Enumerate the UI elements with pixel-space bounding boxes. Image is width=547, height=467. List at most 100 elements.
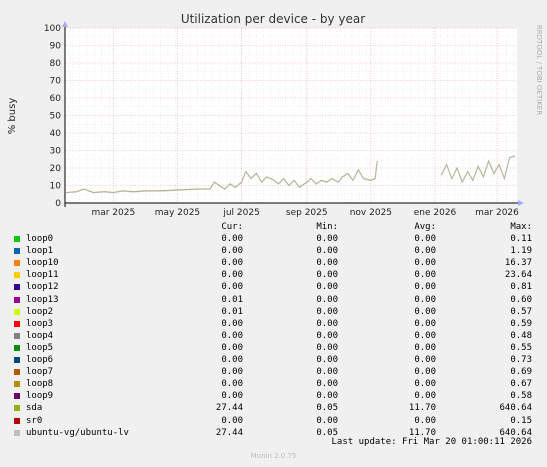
legend-min-value: 0.00 — [316, 342, 338, 353]
x-tick-label: mar 2026 — [475, 208, 519, 218]
x-axis-arrow — [518, 200, 524, 206]
legend-min-value: 0.00 — [316, 306, 338, 317]
series-lines — [66, 155, 516, 194]
legend-avg-value: 0.00 — [414, 306, 436, 317]
legend-min-value: 0.00 — [316, 355, 338, 366]
rrdtool-side-label: RRDTOOL / TOBI OETIKER — [535, 25, 543, 115]
legend-avg-value: 11.70 — [408, 427, 436, 438]
y-tick-label: 30 — [50, 147, 62, 157]
legend-device-name: loop5 — [26, 342, 54, 353]
legend-row: loop8 0.00 0.00 0.00 0.67 — [12, 378, 540, 390]
legend-max-value: 0.15 — [510, 415, 532, 426]
last-update: Last update: Fri Mar 20 01:00:11 2026 — [331, 437, 532, 447]
chart-svg: Utilization per device - by year % busy … — [7, 12, 543, 218]
legend-max-value: 0.67 — [510, 379, 532, 390]
legend-row: loop1 0.00 0.00 0.00 1.19 — [12, 245, 540, 257]
series-line-ubuntu-vg-ubuntu-lv — [66, 161, 378, 194]
legend-device-name: loop7 — [26, 367, 54, 378]
legend-device-name: loop1 — [26, 246, 54, 257]
x-tick-label: may 2025 — [155, 208, 200, 218]
legend-device-name: loop13 — [26, 294, 59, 305]
legend-max-value: 0.59 — [510, 318, 532, 329]
legend-cur-value: 0.01 — [221, 306, 243, 317]
legend-row: ubuntu-vg/ubuntu-lv 27.44 0.05 11.70 640.64 — [12, 427, 540, 439]
y-tick-label: 80 — [50, 59, 62, 69]
legend-avg-value: 0.00 — [414, 318, 436, 329]
legend-avg-value: 0.00 — [414, 330, 436, 341]
legend-header-max: Max: — [510, 222, 532, 232]
legend-avg-value: 0.00 — [414, 355, 436, 366]
y-tick-label: 50 — [50, 112, 62, 122]
legend-device-name: loop0 — [26, 234, 54, 245]
y-axis-label: % busy — [7, 98, 18, 135]
legend-avg-value: 0.00 — [414, 367, 436, 378]
legend-min-value: 0.00 — [316, 318, 338, 329]
legend-max-value: 0.11 — [510, 234, 532, 245]
legend-min-value: 0.00 — [316, 391, 338, 402]
legend-max-value: 640.64 — [499, 427, 532, 438]
legend-cur-value: 0.00 — [221, 234, 243, 245]
legend-swatch — [14, 320, 20, 327]
legend-max-value: 23.64 — [504, 270, 532, 281]
legend-cur-value: 0.00 — [221, 330, 243, 341]
legend-max-value: 0.60 — [510, 294, 532, 305]
legend-swatch — [14, 332, 20, 339]
legend-row: loop6 0.00 0.00 0.00 0.73 — [12, 354, 540, 366]
legend-swatch — [14, 357, 20, 364]
legend-header-avg: Avg: — [414, 222, 436, 232]
legend-swatch — [14, 260, 20, 267]
legend-device-name: loop3 — [26, 318, 54, 329]
legend-max-value: 0.58 — [510, 391, 532, 402]
legend-swatch — [14, 236, 20, 243]
legend-cur-value: 0.00 — [221, 270, 243, 281]
x-tick-label: nov 2025 — [350, 208, 392, 218]
legend-row: loop11 0.00 0.00 0.00 23.64 — [12, 269, 540, 281]
legend-device-name: loop4 — [26, 330, 54, 341]
legend-max-value: 1.19 — [510, 246, 532, 257]
legend-swatch — [14, 429, 20, 436]
legend-swatch — [14, 393, 20, 400]
legend-min-value: 0.00 — [316, 270, 338, 281]
y-tick-label: 40 — [50, 129, 62, 139]
y-tick-labels: 0 10 20 30 40 50 60 70 80 90 100 — [44, 24, 61, 209]
legend-avg-value: 0.00 — [414, 391, 436, 402]
legend-max-value: 0.69 — [510, 367, 532, 378]
legend-cur-value: 0.00 — [221, 391, 243, 402]
legend-cur-value: 0.00 — [221, 258, 243, 269]
legend-min-value: 0.00 — [316, 415, 338, 426]
y-tick-label: 10 — [50, 182, 62, 192]
legend-swatch — [14, 248, 20, 255]
legend-swatch — [14, 296, 20, 303]
legend-device-name: loop9 — [26, 391, 54, 402]
x-tick-label: sep 2025 — [286, 208, 328, 218]
legend-row: loop10 0.00 0.00 0.00 16.37 — [12, 257, 540, 269]
legend-swatch — [14, 405, 20, 412]
legend-min-value: 0.00 — [316, 234, 338, 245]
legend-rows: loop0 0.00 0.00 0.00 0.11 loop1 0.00 0.00 0.00 1.… — [12, 233, 540, 439]
legend-device-name: loop11 — [26, 270, 59, 281]
legend-cur-value: 0.00 — [221, 367, 243, 378]
y-tick-label: 100 — [44, 24, 61, 34]
legend-device-name: loop6 — [26, 355, 54, 366]
x-tick-label: mar 2025 — [91, 208, 135, 218]
legend-avg-value: 0.00 — [414, 342, 436, 353]
legend-avg-value: 0.00 — [414, 415, 436, 426]
legend-avg-value: 0.00 — [414, 379, 436, 390]
legend-device-name: ubuntu-vg/ubuntu-lv — [26, 427, 129, 438]
legend-row: loop3 0.00 0.00 0.00 0.59 — [12, 318, 540, 330]
legend-header: Cur: Min: Avg: Max: — [12, 221, 540, 233]
legend-row: loop4 0.00 0.00 0.00 0.48 — [12, 330, 540, 342]
legend-row: loop7 0.00 0.00 0.00 0.69 — [12, 366, 540, 378]
y-tick-label: 90 — [50, 42, 62, 52]
legend-device-name: loop8 — [26, 379, 54, 390]
munin-version: Munin 2.0.75 — [250, 452, 297, 460]
y-axis-arrow — [62, 21, 68, 27]
legend-row: loop2 0.01 0.00 0.00 0.57 — [12, 306, 540, 318]
legend-min-value: 0.00 — [316, 258, 338, 269]
legend-avg-value: 0.00 — [414, 282, 436, 293]
legend-max-value: 16.37 — [504, 258, 532, 269]
legend-avg-value: 0.00 — [414, 234, 436, 245]
x-tick-labels: mar 2025 may 2025 jul 2025 sep 2025 nov 2025… — [91, 208, 519, 218]
legend-row: loop0 0.00 0.00 0.00 0.11 — [12, 233, 540, 245]
legend-min-value: 0.00 — [316, 282, 338, 293]
